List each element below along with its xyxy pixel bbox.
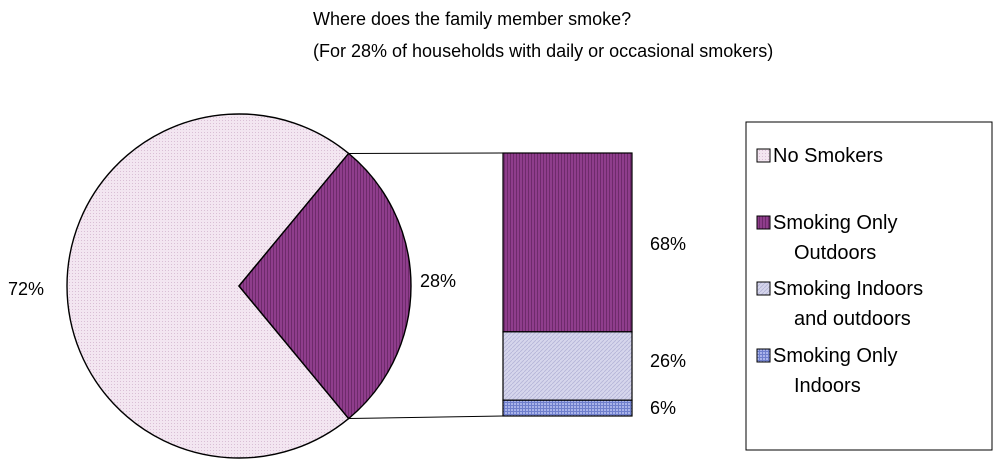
bar-label-indoors-and-outdoors: 26% bbox=[650, 351, 686, 371]
legend-label-smoking-indoors-and-outdoors: Smoking Indoors bbox=[773, 278, 923, 300]
legend-swatch-smoking-indoors-and-outdoors bbox=[756, 281, 771, 296]
bar-segment-indoors bbox=[502, 399, 633, 417]
legend-label-smoking-only-outdoors: Smoking Only bbox=[773, 212, 898, 234]
legend-swatch-smoking-only-indoors bbox=[756, 348, 771, 363]
pie: 72% 28% bbox=[8, 113, 456, 459]
chart-subtitle: (For 28% of households with daily or occ… bbox=[313, 41, 773, 61]
legend-label-smoking-only-outdoors: Outdoors bbox=[794, 242, 876, 264]
legend: No Smokers Smoking Only Outdoors Smoking In… bbox=[745, 121, 993, 451]
bar-label-outdoors: 68% bbox=[650, 234, 686, 254]
bar-segment-outdoors bbox=[502, 152, 633, 333]
legend-label-smoking-indoors-and-outdoors: and outdoors bbox=[794, 308, 911, 330]
legend-swatch-smoking-only-outdoors bbox=[756, 215, 771, 230]
pie-slice-smokers bbox=[238, 152, 412, 420]
legend-label-smoking-only-indoors: Indoors bbox=[794, 375, 861, 397]
legend-label-no-smokers: No Smokers bbox=[773, 145, 883, 167]
connector-bottom bbox=[348, 415, 504, 420]
pie-label-no-smokers: 72% bbox=[8, 279, 44, 299]
bar-segment-indoors-and-outdoors bbox=[502, 331, 633, 401]
breakdown-bar: 68% 26% 6% bbox=[502, 152, 686, 418]
legend-label-smoking-only-indoors: Smoking Only bbox=[773, 345, 898, 367]
legend-swatch-no-smokers bbox=[756, 148, 771, 163]
chart-title: Where does the family member smoke? bbox=[313, 9, 631, 29]
pie-to-bar-connectors bbox=[348, 152, 504, 420]
pie-slice-no-smokers bbox=[66, 113, 350, 459]
bar-label-indoors: 6% bbox=[650, 398, 676, 418]
pie-label-smokers: 28% bbox=[420, 271, 456, 291]
legend-box bbox=[745, 121, 993, 451]
